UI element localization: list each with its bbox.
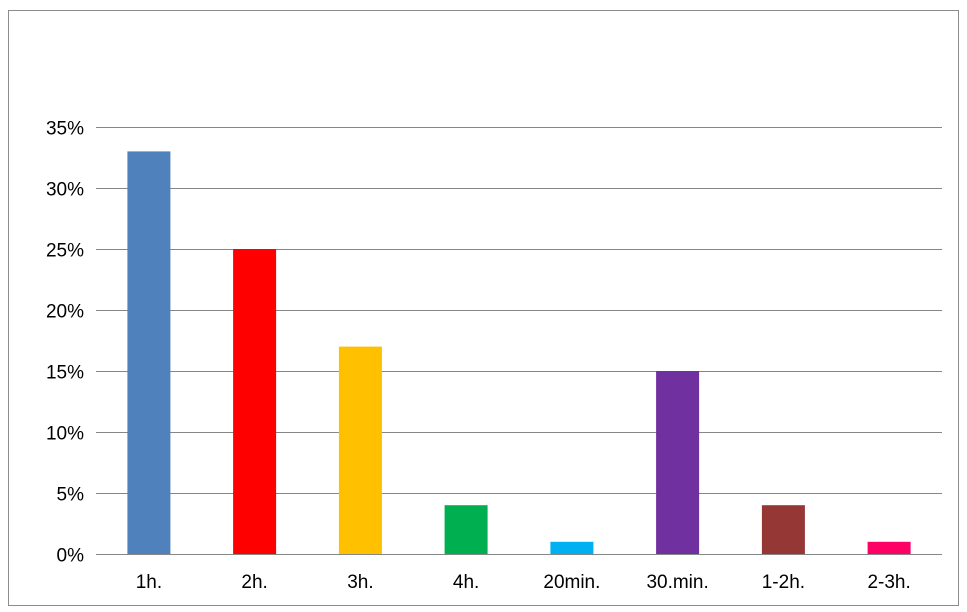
y-tick-label: 25% — [46, 241, 84, 262]
x-tick-label: 20min. — [543, 572, 600, 593]
x-tick-label: 3h. — [347, 572, 373, 593]
x-tick-label: 1h. — [136, 572, 162, 593]
bar-4 — [550, 542, 593, 554]
y-tick-label: 30% — [46, 180, 84, 201]
x-tick-label: 1-2h. — [762, 572, 805, 593]
bar-1 — [233, 249, 276, 554]
bar-2 — [339, 347, 382, 554]
bar-0 — [127, 151, 170, 554]
gridlines — [96, 128, 942, 555]
y-tick-label: 20% — [46, 302, 84, 323]
x-tick-label: 2h. — [241, 572, 267, 593]
bar-chart: 0% 5% 10% 15% 20% 25% 30% 35% 1h. 2h. 3h. 4h. 20min… — [9, 11, 958, 605]
x-axis-tick-labels: 1h. 2h. 3h. 4h. 20min. 30.min. 1-2h. 2-3h. — [136, 572, 911, 593]
y-tick-label: 10% — [46, 424, 84, 445]
y-tick-label: 15% — [46, 363, 84, 384]
y-tick-label: 5% — [57, 485, 85, 506]
bar-5 — [656, 371, 699, 554]
bar-3 — [445, 505, 488, 554]
bar-7 — [868, 542, 911, 554]
x-tick-label: 2-3h. — [867, 572, 910, 593]
bar-6 — [762, 505, 805, 554]
x-tick-label: 30.min. — [646, 572, 708, 593]
x-tick-label: 4h. — [453, 572, 479, 593]
y-tick-label: 0% — [57, 546, 85, 567]
y-tick-label: 35% — [46, 119, 84, 140]
chart-frame: 0% 5% 10% 15% 20% 25% 30% 35% 1h. 2h. 3h. 4h. 20min… — [8, 10, 959, 606]
y-axis-tick-labels: 0% 5% 10% 15% 20% 25% 30% 35% — [46, 119, 84, 567]
